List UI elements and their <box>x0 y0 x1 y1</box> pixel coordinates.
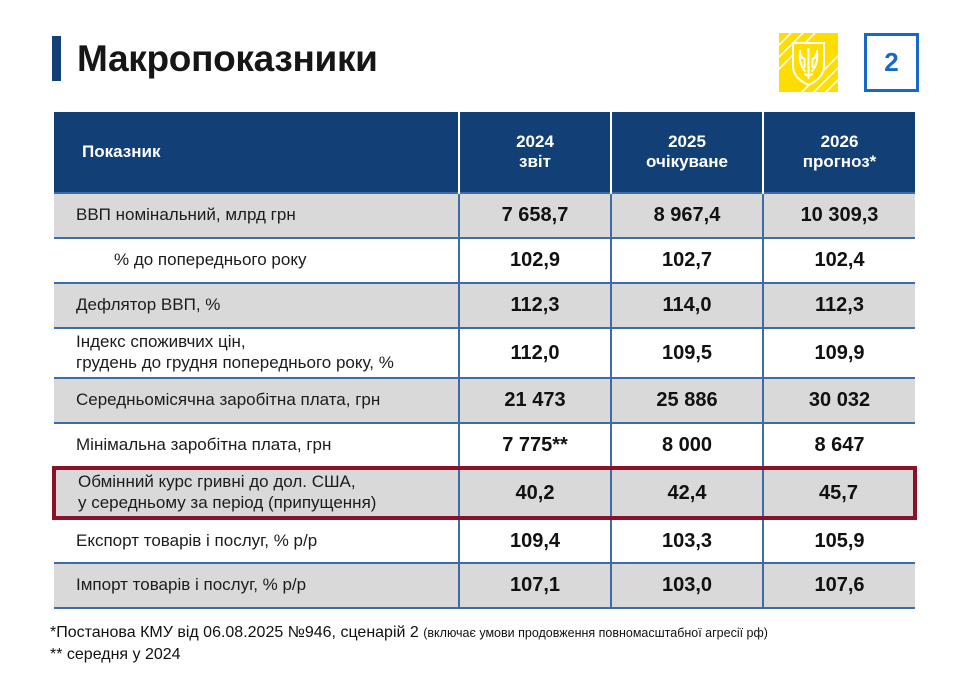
table-row: ВВП номінальний, млрд грн 7 658,7 8 967,… <box>54 192 915 239</box>
row-value-2026: 109,9 <box>763 327 915 379</box>
table-row: Експорт товарів і послуг, % р/р 109,4 10… <box>54 517 915 564</box>
column-header-2024-sub: звіт <box>519 152 551 171</box>
footnote-1-detail: (включає умови продовження повномасштабн… <box>423 626 768 640</box>
page-title-block: Макропоказники <box>52 36 378 81</box>
footnote-line-2: ** середня у 2024 <box>50 645 181 663</box>
row-label: Експорт товарів і послуг, % р/р <box>54 517 460 564</box>
row-value-2026: 107,6 <box>763 562 915 609</box>
row-label: % до попереднього року <box>54 237 460 284</box>
row-label-line1: Імпорт товарів і послуг, % р/р <box>76 575 307 595</box>
column-header-indicator: Показник <box>54 112 460 193</box>
column-header-2025: 2025 очікуване <box>611 112 764 193</box>
column-header-2026-year: 2026 <box>820 131 859 151</box>
row-value-2024: 107,1 <box>459 562 612 609</box>
row-label-line1: Дефлятор ВВП, % <box>76 295 221 315</box>
table-row: Дефлятор ВВП, % 112,3 114,0 112,3 <box>54 282 915 329</box>
row-value-2026: 105,9 <box>763 517 915 564</box>
row-label: Середньомісячна заробітна плата, грн <box>54 377 460 424</box>
row-value-2025: 109,5 <box>611 327 764 379</box>
row-value-2024: 112,0 <box>459 327 612 379</box>
page-title: Макропоказники <box>77 38 378 79</box>
table-row: % до попереднього року 102,9 102,7 102,4 <box>54 237 915 284</box>
row-label: Імпорт товарів і послуг, % р/р <box>54 562 460 609</box>
page-number: 2 <box>884 47 899 77</box>
row-value-2024: 40,2 <box>459 466 612 520</box>
row-label: Обмінний курс гривні до дол. США, у сере… <box>52 466 460 520</box>
row-value-2025: 8 000 <box>611 422 764 469</box>
column-header-2026-sub: прогноз* <box>802 152 877 171</box>
row-value-2024: 21 473 <box>459 377 612 424</box>
row-value-2024: 102,9 <box>459 237 612 284</box>
row-label-line2: у середньому за період (припущення) <box>78 493 377 512</box>
row-value-2026: 10 309,3 <box>763 192 915 239</box>
row-value-2026: 30 032 <box>763 377 915 424</box>
row-label-line1: Індекс споживчих цін, <box>76 332 246 352</box>
table-body: ВВП номінальний, млрд грн 7 658,7 8 967,… <box>52 192 917 609</box>
row-value-2025: 42,4 <box>611 466 764 520</box>
page-number-box: 2 <box>864 33 919 92</box>
row-value-2026: 8 647 <box>763 422 915 469</box>
row-label-line1: Експорт товарів і послуг, % р/р <box>76 530 318 550</box>
row-label-line1: Мінімальна заробітна плата, грн <box>76 434 332 454</box>
ukraine-coat-of-arms-icon <box>779 33 838 92</box>
row-label: Мінімальна заробітна плата, грн <box>54 422 460 469</box>
row-value-2025: 8 967,4 <box>611 192 764 239</box>
row-value-2025: 102,7 <box>611 237 764 284</box>
row-label: Дефлятор ВВП, % <box>54 282 460 329</box>
row-value-2024: 7 775** <box>459 422 612 469</box>
macro-indicators-table: Показник 2024 звіт 2025 очікуване 2026 п… <box>52 112 917 609</box>
row-label: Індекс споживчих цін, грудень до грудня … <box>54 327 460 379</box>
table-header: Показник 2024 звіт 2025 очікуване 2026 п… <box>54 112 915 193</box>
column-header-2024: 2024 звіт <box>459 112 612 193</box>
column-header-2025-sub: очікуване <box>646 152 728 171</box>
row-value-2024: 112,3 <box>459 282 612 329</box>
row-label: ВВП номінальний, млрд грн <box>54 192 460 239</box>
row-value-2025: 25 886 <box>611 377 764 424</box>
row-value-2026: 45,7 <box>763 466 917 520</box>
row-value-2025: 103,3 <box>611 517 764 564</box>
footnote-1-main: *Постанова КМУ від 06.08.2025 №946, сцен… <box>50 624 424 641</box>
macro-indicators-table-wrap: Показник 2024 звіт 2025 очікуване 2026 п… <box>52 112 917 609</box>
table-row: Мінімальна заробітна плата, грн 7 775** … <box>54 422 915 469</box>
row-value-2025: 103,0 <box>611 562 764 609</box>
row-value-2024: 7 658,7 <box>459 192 612 239</box>
table-row: Індекс споживчих цін, грудень до грудня … <box>54 327 915 379</box>
title-accent-bar <box>52 36 61 81</box>
table-header-row: Показник 2024 звіт 2025 очікуване 2026 п… <box>54 112 915 193</box>
row-value-2026: 112,3 <box>763 282 915 329</box>
row-label-line1: Середньомісячна заробітна плата, грн <box>76 390 381 410</box>
table-row-highlighted-exchange-rate: Обмінний курс гривні до дол. США, у сере… <box>52 466 917 520</box>
column-header-2026: 2026 прогноз* <box>763 112 915 193</box>
slide-header: Макропоказники <box>0 0 960 108</box>
row-value-2026: 102,4 <box>763 237 915 284</box>
row-label-line1: Обмінний курс гривні до дол. США, <box>78 472 356 492</box>
column-header-indicator-label: Показник <box>82 142 161 161</box>
row-label-line2: грудень до грудня попереднього року, % <box>76 353 394 372</box>
table-row: Імпорт товарів і послуг, % р/р 107,1 103… <box>54 562 915 609</box>
column-header-2025-year: 2025 <box>668 131 706 151</box>
row-label-line1: ВВП номінальний, млрд грн <box>76 205 296 225</box>
footnote-line-1: *Постанова КМУ від 06.08.2025 №946, сцен… <box>50 622 940 644</box>
row-value-2025: 114,0 <box>611 282 764 329</box>
column-header-2024-year: 2024 <box>516 131 554 151</box>
table-row: Середньомісячна заробітна плата, грн 21 … <box>54 377 915 424</box>
row-label-line1: % до попереднього року <box>114 250 307 270</box>
row-value-2024: 109,4 <box>459 517 612 564</box>
footnotes: *Постанова КМУ від 06.08.2025 №946, сцен… <box>50 622 940 665</box>
